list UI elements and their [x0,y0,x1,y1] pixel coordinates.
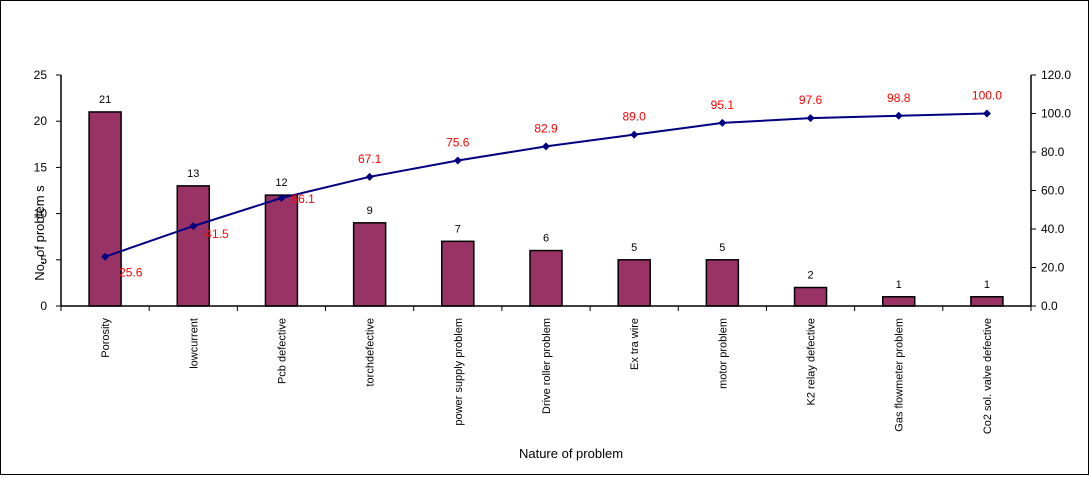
line-value-label: 100.0 [972,89,1002,103]
line-point [894,111,903,120]
x-axis-label: Nature of problem [519,446,623,461]
category-label: Co2 sol. valve defective [982,318,994,434]
category-label: K2 relay defective [806,318,818,405]
line-point [982,109,991,118]
line-point [277,194,286,203]
bar [441,240,475,307]
bar-value-label: 2 [807,270,813,282]
line-point [189,222,198,231]
cumulative-line-group: 25.6 41.5 56.1 67.1 75.6 82.9 89.0 95.1 97.6 98.8… [101,89,1002,280]
bar [705,259,740,307]
line-point [542,142,550,151]
line-value-label: 56.1 [291,192,315,206]
category-label: motor problem [717,318,729,389]
left-tick-label: 5 [40,253,47,267]
axes-group: 05101520250.020.040.060.080.0100.0120.0P… [34,68,1072,434]
category-label: Porosity [100,318,112,358]
bar [617,259,651,307]
right-tick-label: 0.0 [1041,299,1058,313]
bar-value-label: 6 [543,233,549,245]
bar [881,296,916,307]
bar-value-label: 1 [984,279,990,291]
bar [176,185,211,307]
line-point [101,252,110,261]
line-value-label: 75.6 [446,135,470,149]
line-value-label: 97.6 [799,93,823,107]
category-label: Pcb defective [276,318,288,384]
category-label: Drive roller problem [541,318,553,414]
right-tick-label: 60.0 [1041,184,1065,198]
bar [970,296,1004,307]
line-point [365,172,374,181]
right-tick-label: 40.0 [1041,222,1065,236]
line-point [806,114,815,123]
right-tick-label: 20.0 [1041,261,1065,275]
category-label: Ex tra wire [629,318,641,370]
category-label: lowcurrent [188,318,200,369]
left-tick-label: 15 [34,160,48,174]
bar-value-label: 21 [99,94,111,106]
line-point [453,156,462,165]
category-label: torchdefective [365,318,377,386]
bar-value-label: 1 [896,279,902,291]
left-tick-label: 25 [34,68,48,82]
left-tick-label: 10 [34,207,48,221]
y-axis-label: No. of problem s [32,185,47,281]
bar [793,286,828,307]
bar [352,222,387,307]
bar-value-label: 5 [719,242,725,254]
bar-value-label: 7 [455,223,461,235]
line-value-label: 89.0 [623,110,647,124]
line-value-label: 95.1 [711,98,735,112]
bar-value-label: 12 [275,177,287,189]
line-value-label: 98.8 [887,91,911,105]
line-point [718,118,727,127]
right-tick-label: 80.0 [1041,145,1065,159]
bar-value-label: 13 [187,168,199,180]
line-value-label: 82.9 [534,121,558,135]
line-value-label: 67.1 [358,152,382,166]
right-tick-label: 100.0 [1041,107,1071,121]
category-label: power supply problem [453,318,465,426]
line-value-label: 41.5 [205,227,229,241]
bar [88,111,122,307]
line-value-label: 25.6 [119,266,143,280]
category-label: Gas flowmeter problem [894,318,906,432]
left-tick-label: 20 [34,114,48,128]
bar [264,194,299,307]
left-tick-label: 0 [40,299,47,313]
bar-value-label: 9 [367,205,373,217]
bar-value-label: 5 [631,242,637,254]
bar [529,249,563,307]
right-tick-label: 120.0 [1041,68,1071,82]
line-point [630,130,639,139]
